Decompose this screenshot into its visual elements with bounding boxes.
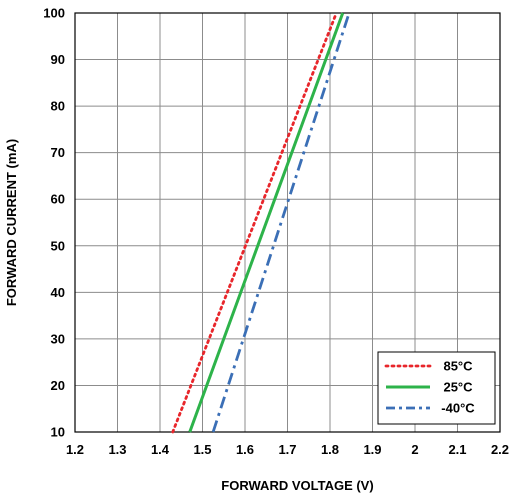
y-axis-ticks: 10 20 30 40 50 60 70 80 90 100 bbox=[43, 6, 65, 440]
x-tick-label: 2.2 bbox=[491, 442, 509, 457]
y-tick-label: 30 bbox=[51, 331, 65, 346]
x-tick-label: 1.5 bbox=[193, 442, 211, 457]
x-axis-label: FORWARD VOLTAGE (V) bbox=[221, 478, 373, 493]
y-tick-label: 60 bbox=[51, 192, 65, 207]
x-tick-label: 1.2 bbox=[66, 442, 84, 457]
y-tick-label: 20 bbox=[51, 378, 65, 393]
x-tick-label: 1.3 bbox=[108, 442, 126, 457]
series-lines bbox=[171, 11, 351, 434]
x-tick-label: 1.4 bbox=[151, 442, 170, 457]
y-tick-label: 90 bbox=[51, 52, 65, 67]
y-tick-label: 70 bbox=[51, 145, 65, 160]
legend: 85°C 25°C -40°C bbox=[377, 351, 496, 425]
series-line-0 bbox=[171, 11, 338, 434]
y-tick-label: 40 bbox=[51, 285, 65, 300]
legend-label-0: 85°C bbox=[443, 359, 473, 374]
y-tick-label: 100 bbox=[43, 6, 65, 21]
x-tick-label: 2.1 bbox=[448, 442, 466, 457]
x-tick-label: 1.9 bbox=[363, 442, 381, 457]
y-tick-label: 80 bbox=[51, 99, 65, 114]
series-line-1 bbox=[188, 12, 345, 433]
legend-label-1: 25°C bbox=[443, 380, 473, 395]
x-tick-label: 1.8 bbox=[321, 442, 339, 457]
x-axis-ticks: 1.2 1.3 1.4 1.5 1.6 1.7 1.8 1.9 2 2.1 2.2 bbox=[66, 442, 509, 457]
y-tick-label: 10 bbox=[51, 425, 65, 440]
x-tick-label: 1.6 bbox=[236, 442, 254, 457]
y-axis-label: FORWARD CURRENT (mA) bbox=[4, 139, 19, 306]
legend-label-2: -40°C bbox=[441, 401, 475, 416]
series-line-2 bbox=[211, 12, 351, 433]
x-tick-label: 1.7 bbox=[278, 442, 296, 457]
y-tick-label: 50 bbox=[51, 238, 65, 253]
plot-frame bbox=[74, 12, 501, 433]
x-tick-label: 2 bbox=[411, 442, 418, 457]
